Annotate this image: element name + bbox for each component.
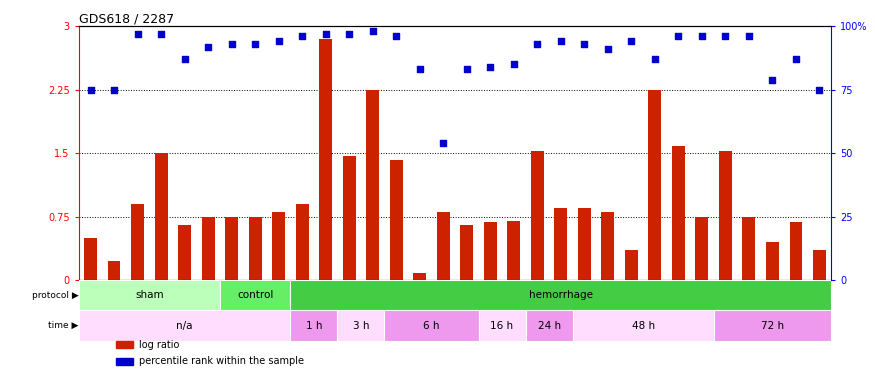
Point <box>718 33 732 39</box>
Bar <box>625 251 638 280</box>
Point <box>389 33 403 39</box>
Bar <box>789 222 802 280</box>
Text: time ▶: time ▶ <box>48 321 79 330</box>
Bar <box>248 216 262 280</box>
Bar <box>343 156 355 280</box>
Bar <box>178 225 191 280</box>
Point <box>459 66 473 72</box>
Bar <box>296 204 309 280</box>
Bar <box>672 146 685 280</box>
Point <box>248 41 262 47</box>
Bar <box>225 216 238 280</box>
Bar <box>696 216 709 280</box>
Point <box>742 33 756 39</box>
Bar <box>131 204 144 280</box>
Point <box>342 31 356 37</box>
Point <box>366 28 380 34</box>
Point <box>695 33 709 39</box>
Bar <box>384 310 479 341</box>
Text: control: control <box>237 290 273 300</box>
Point <box>625 39 639 45</box>
Point <box>530 41 544 47</box>
Point <box>271 39 285 45</box>
Text: 3 h: 3 h <box>353 321 369 331</box>
Bar <box>319 39 332 280</box>
Text: protocol ▶: protocol ▶ <box>32 291 79 300</box>
Bar <box>460 225 473 280</box>
Point <box>318 31 332 37</box>
Text: n/a: n/a <box>177 321 192 331</box>
Bar <box>338 310 384 341</box>
Point <box>671 33 685 39</box>
Bar <box>526 310 572 341</box>
Bar <box>601 212 614 280</box>
Bar <box>743 216 755 280</box>
Point <box>766 76 780 82</box>
Bar <box>84 238 97 280</box>
Point <box>578 41 592 47</box>
Text: 6 h: 6 h <box>424 321 440 331</box>
Bar <box>367 90 379 280</box>
Point <box>483 64 497 70</box>
Point <box>813 87 827 93</box>
Point <box>437 140 451 146</box>
Text: 48 h: 48 h <box>632 321 654 331</box>
Bar <box>116 357 133 365</box>
Bar <box>572 310 714 341</box>
Bar <box>79 310 290 341</box>
Bar <box>201 216 214 280</box>
Text: log ratio: log ratio <box>139 340 179 350</box>
Point <box>789 56 803 62</box>
Text: 1 h: 1 h <box>305 321 322 331</box>
Bar <box>555 208 567 280</box>
Text: hemorrhage: hemorrhage <box>528 290 593 300</box>
Bar <box>437 212 450 280</box>
Bar <box>220 280 290 310</box>
Bar <box>116 341 133 348</box>
Bar <box>484 222 497 280</box>
Text: percentile rank within the sample: percentile rank within the sample <box>139 356 304 366</box>
Bar <box>290 310 338 341</box>
Bar <box>766 242 779 280</box>
Bar <box>389 160 402 280</box>
Bar <box>290 280 831 310</box>
Bar <box>813 251 826 280</box>
Point <box>225 41 239 47</box>
Point <box>601 46 615 52</box>
Text: GDS618 / 2287: GDS618 / 2287 <box>79 12 174 25</box>
Text: 24 h: 24 h <box>537 321 561 331</box>
Text: sham: sham <box>135 290 164 300</box>
Bar <box>507 221 521 280</box>
Bar <box>413 273 426 280</box>
Text: 16 h: 16 h <box>491 321 514 331</box>
Bar <box>479 310 526 341</box>
Bar <box>648 90 662 280</box>
Point <box>154 31 168 37</box>
Point <box>507 61 521 67</box>
Bar <box>108 261 121 280</box>
Point <box>107 87 121 93</box>
Bar <box>272 212 285 280</box>
Point <box>648 56 662 62</box>
Point <box>413 66 427 72</box>
Point <box>178 56 192 62</box>
Point <box>295 33 309 39</box>
Bar <box>155 153 167 280</box>
Point <box>83 87 97 93</box>
Text: 72 h: 72 h <box>761 321 784 331</box>
Point <box>554 39 568 45</box>
Point <box>130 31 144 37</box>
Bar <box>714 310 831 341</box>
Bar <box>531 152 543 280</box>
Bar <box>719 152 732 280</box>
Bar <box>578 208 591 280</box>
Point <box>201 44 215 50</box>
Bar <box>79 280 220 310</box>
